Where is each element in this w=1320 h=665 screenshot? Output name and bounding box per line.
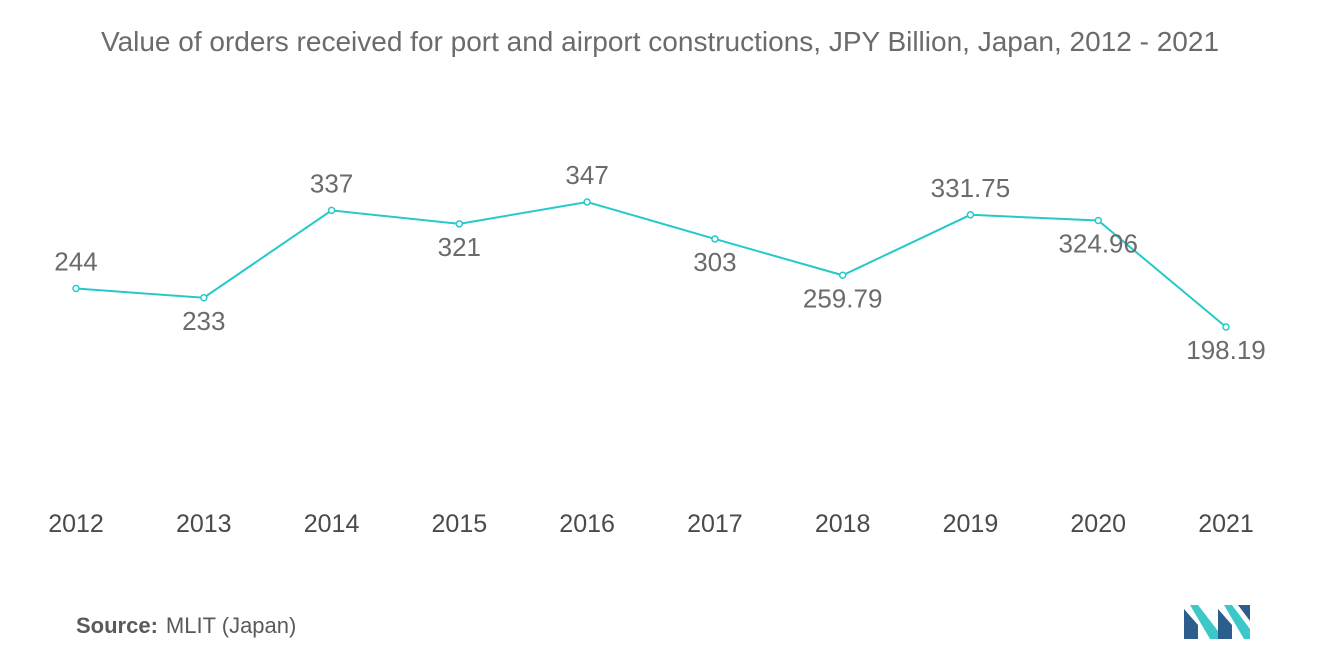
data-point-2016 [583,198,591,206]
data-label-2019: 331.75 [931,173,1011,203]
x-tick-label-2014: 2014 [304,510,360,538]
x-tick-label-2013: 2013 [176,510,232,538]
data-label-2013: 233 [182,306,225,336]
x-tick-label-2021: 2021 [1198,510,1254,538]
x-tick-label-2016: 2016 [559,510,615,538]
chart-title: Value of orders received for port and ai… [100,26,1220,57]
mordor-intelligence-logo-icon [1184,605,1250,639]
data-label-2012: 244 [54,247,97,277]
data-point-2014 [327,206,336,215]
source-label: Source: [76,613,158,638]
data-point-2015 [455,220,464,228]
data-label-2021: 198.19 [1186,335,1266,365]
data-label-2014: 337 [310,168,353,198]
source-text: MLIT (Japan) [165,613,297,638]
data-point-2017 [711,235,719,243]
data-point-2012 [72,284,80,293]
x-tick-label-2012: 2012 [48,510,104,538]
x-tick-label-2015: 2015 [432,510,488,538]
x-tick-label-2019: 2019 [943,510,999,538]
x-tick-label-2017: 2017 [687,510,743,538]
data-label-2018: 259.79 [803,283,883,313]
data-point-layer [72,198,1230,331]
x-tick-label-2018: 2018 [815,510,871,538]
data-point-2019 [966,211,975,219]
data-label-2015: 321 [438,232,481,262]
series-line [75,200,1227,328]
data-point-2018 [838,271,847,280]
data-label-2017: 303 [693,247,736,277]
data-label-layer: 244 233 337 321 347 303 259.79 331.75 324.96 198.… [54,160,1265,365]
data-point-2020 [1094,216,1102,225]
source-note: Source: MLIT (Japan) [76,613,296,639]
data-point-2013 [200,294,208,302]
x-axis-ticks: 2012 2013 2014 2015 2016 2017 2018 2019 2020 2021 [48,510,1254,538]
data-label-2020: 324.96 [1058,229,1138,259]
data-point-2021 [1222,323,1230,331]
data-label-2016: 347 [565,160,608,190]
series-line-layer [75,200,1227,328]
x-tick-label-2020: 2020 [1070,510,1126,538]
